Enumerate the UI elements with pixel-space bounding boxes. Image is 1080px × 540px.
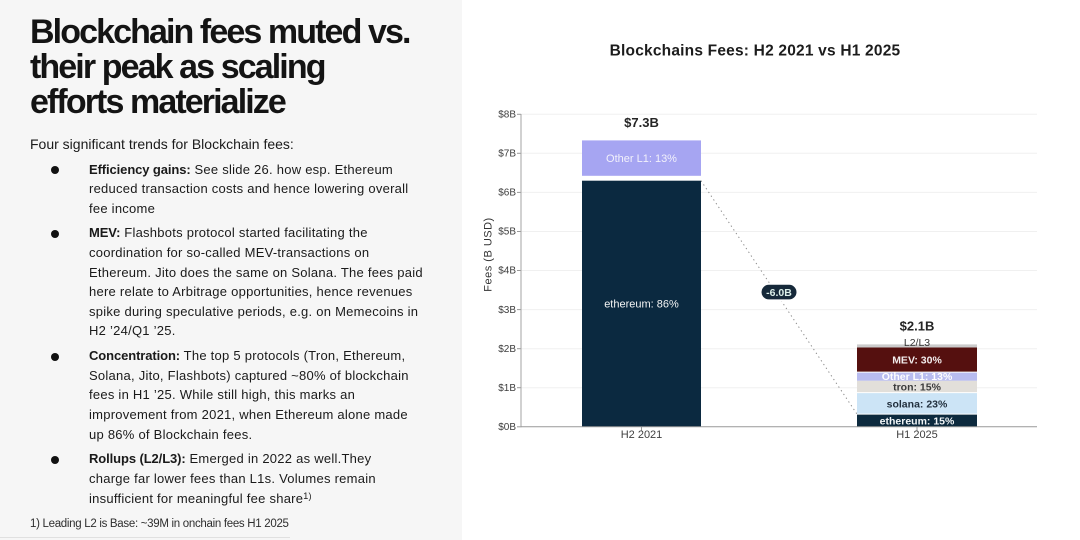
svg-text:$6B: $6B: [498, 188, 516, 199]
svg-text:H2 2021: H2 2021: [621, 429, 663, 441]
svg-text:$7B: $7B: [498, 149, 516, 160]
svg-text:ethereum: 86%: ethereum: 86%: [604, 298, 679, 310]
svg-text:$2.1B: $2.1B: [900, 319, 935, 334]
svg-text:Fees (B USD): Fees (B USD): [483, 217, 495, 291]
svg-text:tron: 15%: tron: 15%: [893, 382, 942, 394]
svg-text:solana: 23%: solana: 23%: [887, 398, 948, 410]
svg-text:$7.3B: $7.3B: [624, 115, 659, 130]
svg-text:H1 2025: H1 2025: [896, 429, 938, 441]
svg-text:$4B: $4B: [498, 266, 516, 277]
svg-text:$5B: $5B: [498, 227, 516, 238]
svg-text:$0B: $0B: [498, 422, 516, 433]
svg-text:ethereum: 15%: ethereum: 15%: [880, 415, 955, 427]
svg-text:MEV: 30%: MEV: 30%: [892, 355, 942, 367]
svg-text:-6.0B: -6.0B: [766, 287, 792, 299]
svg-text:$8B: $8B: [498, 110, 516, 121]
svg-text:Other L1: 13%: Other L1: 13%: [882, 371, 953, 383]
svg-text:Blockchains Fees: H2 2021 vs H: Blockchains Fees: H2 2021 vs H1 2025: [610, 43, 901, 60]
svg-text:$1B: $1B: [498, 383, 516, 394]
svg-text:$2B: $2B: [498, 344, 516, 355]
svg-text:Other L1: 13%: Other L1: 13%: [606, 153, 677, 165]
svg-text:L2/L3: L2/L3: [904, 337, 930, 349]
svg-text:$3B: $3B: [498, 305, 516, 316]
